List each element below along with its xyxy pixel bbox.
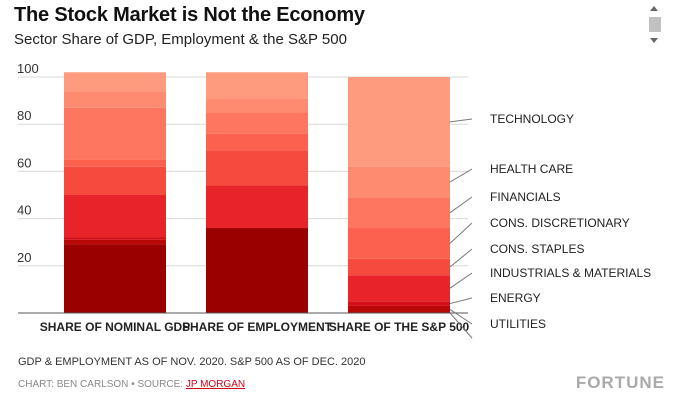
leader-line-utilities [449, 309, 473, 325]
legend-label-utilities: UTILITIES [490, 317, 546, 331]
bar-segment-health-care [64, 91, 166, 108]
legend-label-health-care: HEALTH CARE [490, 162, 573, 176]
y-tick-label: 40 [17, 203, 31, 218]
leader-line-energy [449, 297, 473, 305]
leader-line-industrials-and-materials [449, 272, 473, 289]
bar-segment-cons-staples [348, 258, 450, 276]
legend-label-industrials-and-materials: INDUSTRIALS & MATERIALS [490, 266, 651, 280]
bar-segment-utilities [64, 239, 166, 245]
y-tick-label: 60 [17, 155, 31, 170]
scroll-up-icon[interactable] [650, 6, 658, 11]
leader-line-cons-staples [449, 248, 473, 268]
y-tick-label: 20 [17, 250, 31, 265]
bar-segment-industrials-and-materials [348, 275, 450, 302]
bar-segment-energy [348, 301, 450, 306]
bar-segment-government-and-agriculture [64, 244, 166, 313]
bar-segment-industrials-and-materials [206, 185, 308, 229]
bar-segment-financials [64, 107, 166, 160]
scroll-down-icon[interactable] [650, 38, 658, 43]
legend-label-cons-staples: CONS. STAPLES [490, 242, 584, 256]
bar-segment-health-care [206, 98, 308, 113]
legend-label-government-and-agriculture: GOVERNMENT & AGRICULTURE [490, 344, 675, 345]
bar-segment-industrials-and-materials [64, 195, 166, 238]
source-link[interactable]: JP MORGAN [185, 379, 246, 390]
scroll-thumb[interactable] [649, 17, 661, 32]
leader-line-government-and-agriculture [449, 312, 473, 339]
bar-segment-government-and-agriculture [206, 228, 308, 313]
bar-segment-energy [64, 237, 166, 240]
source-prefix: SOURCE: [137, 379, 184, 390]
bar-segment-cons-discretionary [206, 133, 308, 151]
chart-credit: CHART: BEN CARLSON [18, 379, 129, 390]
bar-segment-technology [64, 72, 166, 92]
leader-line-health-care [449, 168, 473, 183]
legend-label-cons-discretionary: CONS. DISCRETIONARY [490, 216, 630, 230]
footnote: GDP & EMPLOYMENT AS OF NOV. 2020. S&P 50… [18, 356, 366, 368]
bar-segment-technology [206, 72, 308, 99]
bar-segment-cons-staples [64, 166, 166, 195]
bar-segment-technology [348, 77, 450, 167]
legend-label-energy: ENERGY [490, 291, 541, 305]
brand-logo: FORTUNE [575, 373, 665, 392]
bar-segment-cons-discretionary [348, 228, 450, 259]
credit-separator: • [131, 379, 135, 390]
bar-segment-cons-discretionary [64, 159, 166, 167]
scrollbar[interactable] [648, 2, 664, 46]
bar-segment-utilities [348, 305, 450, 313]
x-category-label: SHARE OF THE S&P 500 [329, 320, 470, 334]
leader-line-financials [449, 196, 473, 214]
bar-segment-financials [206, 112, 308, 134]
x-category-label: SHARE OF NOMINAL GDP [40, 320, 190, 334]
bar-segment-health-care [348, 166, 450, 198]
legend-label-technology: TECHNOLOGY [490, 112, 574, 126]
chart-title: The Stock Market is Not the Economy [14, 4, 365, 26]
bar-segment-financials [348, 197, 450, 229]
chart-subtitle: Sector Share of GDP, Employment & the S&… [14, 31, 347, 48]
leader-line-technology [449, 118, 473, 123]
leader-line-cons-discretionary [449, 222, 473, 244]
credit-line: CHART: BEN CARLSON • SOURCE: JP MORGAN [18, 379, 245, 390]
y-tick-label: 80 [17, 108, 31, 123]
y-tick-label: 100 [17, 61, 39, 76]
x-category-label: SHARE OF EMPLOYMENT [182, 320, 333, 334]
legend-label-financials: FINANCIALS [490, 190, 561, 204]
bar-segment-cons-staples [206, 150, 308, 186]
